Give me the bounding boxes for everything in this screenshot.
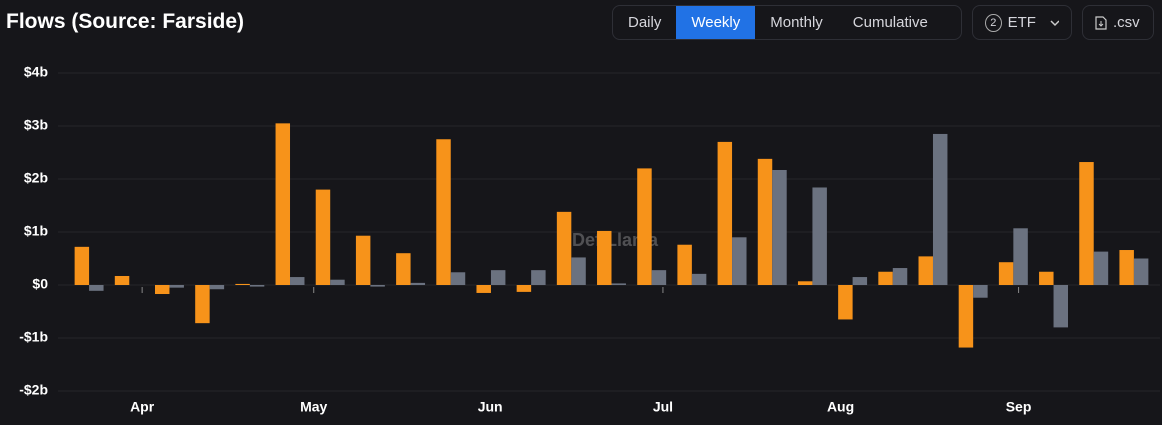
x-tick-label: Sep (1006, 399, 1032, 415)
tab[interactable]: Monthly (770, 14, 823, 31)
tab[interactable]: Weekly (676, 6, 756, 39)
bar (195, 285, 210, 324)
bar (677, 244, 692, 285)
bar (732, 237, 747, 285)
bar (651, 270, 667, 285)
y-tick-label: -$2b (19, 382, 48, 398)
filter-button[interactable]: 2 ETF (972, 5, 1072, 40)
bar (556, 211, 572, 285)
bar (637, 168, 652, 285)
chart-title: Flows (Source: Farside) (6, 10, 245, 33)
bar (1013, 228, 1028, 285)
bar (797, 281, 813, 285)
download-label: .csv (1113, 14, 1140, 31)
x-tick-label: May (300, 399, 327, 415)
download-button[interactable]: .csv (1082, 5, 1154, 40)
bar (597, 230, 612, 285)
bar (436, 139, 451, 285)
bar (355, 235, 371, 285)
bar (717, 141, 733, 285)
bar (838, 285, 853, 320)
y-tick-label: $4b (24, 64, 48, 80)
bar (1079, 162, 1094, 285)
bar (571, 257, 586, 285)
filter-label: ETF (1007, 14, 1036, 31)
x-tick-label: Jun (478, 399, 503, 415)
tab-group: Daily Weekly Monthly Cumulative (612, 5, 962, 40)
bar (114, 275, 130, 285)
bar (812, 187, 827, 285)
bar (998, 262, 1014, 285)
chevron (1050, 19, 1059, 26)
file-icon (1095, 15, 1107, 30)
bar (531, 270, 546, 285)
bar (169, 285, 184, 288)
x-tick-label: Aug (827, 399, 854, 415)
bar (932, 133, 948, 285)
bar (958, 285, 974, 348)
bar (370, 285, 385, 287)
bar (516, 285, 532, 292)
bar (249, 285, 265, 287)
bar (74, 246, 90, 285)
y-tick-label: -$1b (19, 329, 48, 345)
bar (691, 273, 707, 285)
bar (330, 279, 345, 285)
bar (209, 285, 225, 290)
bar (476, 285, 491, 293)
bar (892, 268, 908, 285)
bar (1039, 271, 1054, 285)
filter-count: 2 (985, 13, 1002, 32)
bar (918, 256, 933, 285)
y-tick-label: $2b (24, 170, 48, 186)
bar (772, 169, 787, 285)
x-tick-label: Apr (130, 399, 155, 415)
y-tick-label: $3b (24, 117, 48, 133)
bar (450, 272, 466, 285)
tab[interactable]: Cumulative (852, 14, 928, 31)
x-tick-label: Jul (653, 399, 673, 415)
bar (611, 283, 626, 285)
bar (235, 283, 250, 285)
bar (1119, 250, 1134, 285)
y-tick-label: $0 (32, 276, 48, 292)
bar (315, 189, 331, 285)
bar (410, 282, 426, 285)
bar (1133, 258, 1149, 285)
bar (275, 123, 291, 285)
bar (154, 285, 170, 295)
tab[interactable]: Daily (628, 14, 662, 31)
bar (396, 253, 411, 285)
bar (973, 285, 988, 298)
bar (878, 271, 893, 285)
bar (757, 158, 773, 285)
bar (490, 270, 506, 285)
bar (1053, 285, 1069, 328)
bar (852, 277, 868, 285)
y-tick-label: $1b (24, 223, 48, 239)
bar (89, 285, 104, 291)
bar (1093, 251, 1109, 285)
bar (290, 277, 305, 285)
